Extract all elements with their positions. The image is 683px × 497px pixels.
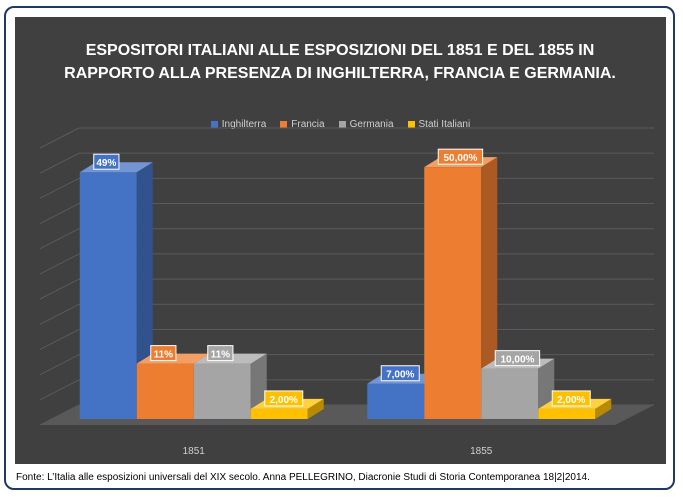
data-label: 2,00% (270, 395, 298, 406)
data-label-box (207, 345, 234, 362)
data-label-box (150, 345, 177, 362)
chart-title: ESPOSITORI ITALIANI ALLE ESPOSIZIONI DEL… (64, 42, 616, 82)
data-label-box (93, 153, 120, 170)
gridline-side (39, 127, 80, 149)
chart-frame: ESPOSITORI ITALIANI ALLE ESPOSIZIONI DEL… (4, 6, 675, 490)
legend-swatch-francia (280, 121, 288, 128)
gridline-side (39, 228, 80, 250)
bar-side (136, 162, 153, 419)
legend-swatch-stati-italiani (407, 121, 415, 128)
gridline-side (39, 329, 80, 350)
gridline-side (39, 253, 80, 275)
data-label-box (380, 365, 420, 382)
bar-side (595, 398, 612, 419)
legend-label-inghilterra: Inghilterra (221, 119, 267, 130)
bar (79, 172, 137, 419)
chart-legend: Inghilterra Francia Germania Stati Itali… (15, 119, 666, 130)
gridline-side (39, 303, 80, 325)
gridline-side (39, 379, 80, 401)
legend-item-francia: Francia (280, 119, 325, 130)
gridline-side (39, 177, 80, 199)
data-label: 7,00% (386, 370, 414, 381)
x-tick-label: 1855 (470, 446, 493, 457)
legend-swatch-inghilterra (210, 121, 218, 128)
bar (367, 383, 425, 419)
legend-item-stati-italiani: Stati Italiani (407, 119, 471, 130)
legend-label-francia: Francia (291, 119, 325, 130)
legend-swatch-germania (338, 121, 346, 128)
gridline-side (39, 203, 80, 224)
gridline-side (39, 278, 80, 300)
bar (136, 363, 194, 419)
data-label: 49% (96, 158, 116, 169)
source-footer: Fonte: L’Italia alle esposizioni univers… (16, 472, 590, 483)
bar (424, 167, 482, 419)
data-label: 11% (211, 350, 231, 361)
data-label-box (264, 390, 304, 407)
bar (481, 368, 539, 419)
data-label: 10,00% (500, 355, 534, 366)
data-label-box (551, 390, 591, 407)
gridline-side (39, 152, 80, 174)
bar (538, 408, 596, 419)
gridline-side (39, 354, 80, 376)
bar (250, 408, 308, 419)
bar-chart: 1851 49% 11% 11% 2,00% 1855 7,00% 50,00% 10,00% 2… (39, 127, 654, 457)
data-label: 2,00% (557, 395, 585, 406)
data-label-box (437, 148, 484, 165)
x-tick-label: 1851 (183, 446, 206, 457)
legend-label-germania: Germania (349, 119, 394, 130)
legend-item-germania: Germania (338, 119, 394, 130)
data-label-box (494, 350, 541, 367)
bar-side (307, 398, 324, 419)
legend-item-inghilterra: Inghilterra (210, 119, 267, 130)
legend-label-stati-italiani: Stati Italiani (418, 119, 471, 130)
data-label: 50,00% (443, 153, 477, 164)
bar (193, 363, 251, 419)
chart-panel: ESPOSITORI ITALIANI ALLE ESPOSIZIONI DEL… (15, 17, 666, 464)
bar-side (481, 157, 498, 419)
data-label: 11% (154, 350, 174, 361)
